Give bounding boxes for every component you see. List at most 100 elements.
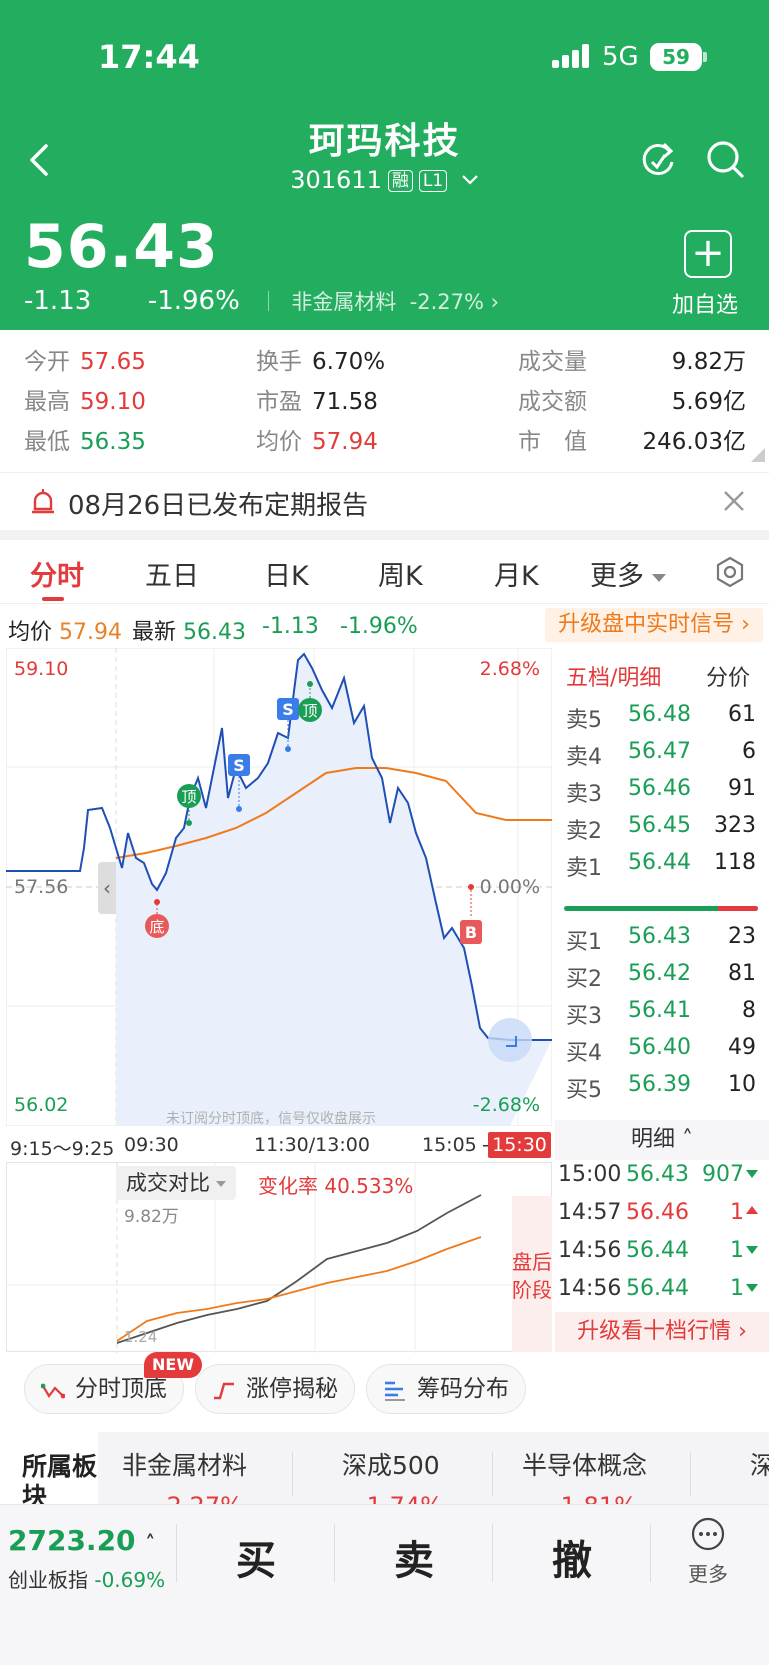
pct-axis-mid: 0.00% xyxy=(479,876,540,898)
time-axis: 9:15～9:25 09:30 11:30/13:00 15:05 - xyxy=(6,1128,552,1162)
tab-intraday[interactable]: 分时 xyxy=(30,561,84,592)
level-volume: 49 xyxy=(728,1035,756,1060)
arrow-down-icon xyxy=(746,1170,758,1178)
bid-row[interactable]: 买2 56.42 81 xyxy=(566,961,756,999)
sector-link[interactable]: 非金属材料 -2.27% › xyxy=(291,290,500,314)
y-axis-top: 59.10 xyxy=(14,658,69,680)
add-watchlist-label[interactable]: 加自选 xyxy=(672,293,739,318)
sector-item-label[interactable]: 深成500 xyxy=(342,1451,440,1480)
divider xyxy=(650,1524,651,1582)
svg-text:S: S xyxy=(233,756,245,775)
tab-daily-k[interactable]: 日K xyxy=(264,561,309,592)
level-label: 买5 xyxy=(566,1078,602,1103)
bid-row[interactable]: 买3 56.41 8 xyxy=(566,998,756,1036)
sector-item-label[interactable]: 非金属材料 xyxy=(122,1451,248,1480)
divider xyxy=(334,1524,335,1582)
ask-row[interactable]: 卖2 56.45 323 xyxy=(566,813,756,851)
more-icon[interactable] xyxy=(690,1516,726,1552)
pct-axis-bottom: -2.68% xyxy=(472,1094,540,1116)
chart-watermark: 未订阅分时顶底，信号仅收盘展示 xyxy=(166,1111,376,1127)
ask-row[interactable]: 卖4 56.47 6 xyxy=(566,739,756,777)
add-watchlist-button[interactable]: + xyxy=(684,230,732,278)
trade-price: 56.43 xyxy=(626,1162,689,1187)
battery-tip xyxy=(703,52,707,62)
stats-panel[interactable]: 今开 57.65 最高 59.10 最低 56.35 换手 6.70% 市盈 71.58 … xyxy=(0,330,769,470)
order-book-title[interactable]: 五档/明细 xyxy=(566,666,662,691)
level-price: 56.47 xyxy=(628,739,691,764)
sell-button[interactable]: 卖 xyxy=(394,1538,434,1584)
svg-text:底: 底 xyxy=(149,918,164,936)
stat-volume: 成交量 9.82万 xyxy=(518,349,746,375)
avg-price-line xyxy=(115,767,552,859)
upgrade-signal-button[interactable]: 升级盘中实时信号 › xyxy=(545,608,763,642)
trade-row: 15:00 56.43 907 xyxy=(558,1162,758,1200)
bid-row[interactable]: 买1 56.43 23 xyxy=(566,924,756,962)
chip-distribution-chip[interactable]: 筹码分布 xyxy=(366,1364,526,1414)
settings-icon[interactable] xyxy=(714,556,746,588)
time-label: - xyxy=(482,1134,489,1156)
top-bottom-icon xyxy=(41,1383,65,1399)
tab-weekly-k[interactable]: 周K xyxy=(378,561,423,592)
level-price: 56.41 xyxy=(628,998,691,1023)
stock-code-row[interactable]: 301611 融 L1 xyxy=(0,166,769,194)
bid-row[interactable]: 买4 56.40 49 xyxy=(566,1035,756,1073)
level-volume: 91 xyxy=(728,776,756,801)
intraday-chart[interactable]: 顶 S S 顶 底 xyxy=(6,648,552,1126)
marker-ding-1: 顶 xyxy=(177,784,201,826)
sector-item-label[interactable]: 半导体概念 xyxy=(522,1451,648,1480)
refresh-icon[interactable] xyxy=(637,138,679,180)
search-icon[interactable] xyxy=(704,138,746,180)
tab-five-day[interactable]: 五日 xyxy=(145,561,199,592)
marker-ding-2: 顶 xyxy=(298,681,322,722)
tab-more[interactable]: 更多 xyxy=(590,554,666,593)
tab-more-label: 更多 xyxy=(590,561,644,592)
index-value[interactable]: 2723.20 ˄ xyxy=(8,1524,155,1557)
price-line xyxy=(6,652,552,1041)
svg-text:B: B xyxy=(465,923,477,942)
quote-bar: 均价 57.94 最新 56.43 -1.13 -1.96% xyxy=(0,606,769,646)
level-price: 56.39 xyxy=(628,1072,691,1097)
detail-toggle[interactable]: 明细 ˄ xyxy=(555,1120,769,1160)
sector-scroll[interactable]: 非金属材料 -2.27% 深成500 -1.74% 半导体概念 -1.81% 深 xyxy=(98,1432,769,1504)
divider xyxy=(492,1524,493,1582)
level-label: 买1 xyxy=(566,930,602,955)
ask-row[interactable]: 卖5 56.48 61 xyxy=(566,702,756,740)
more-label[interactable]: 更多 xyxy=(688,1562,728,1586)
level-price: 56.44 xyxy=(628,850,691,875)
ask-row[interactable]: 卖1 56.44 118 xyxy=(566,850,756,888)
trade-price: 56.44 xyxy=(626,1238,689,1263)
tab-monthly-k[interactable]: 月K xyxy=(494,561,539,592)
split-price-tab[interactable]: 分价 xyxy=(706,666,751,691)
bid-row[interactable]: 买5 56.39 10 xyxy=(566,1072,756,1110)
expand-corner[interactable] xyxy=(751,448,765,462)
detail-label: 明细 xyxy=(630,1127,675,1152)
upgrade-ten-level-button[interactable]: 升级看十档行情 › xyxy=(555,1312,769,1352)
level-volume: 118 xyxy=(714,850,756,875)
quote-pct: -1.96% xyxy=(340,614,418,639)
buy-button[interactable]: 买 xyxy=(236,1538,276,1584)
new-badge: NEW xyxy=(144,1352,202,1378)
ask-row[interactable]: 卖3 56.46 91 xyxy=(566,776,756,814)
cancel-order-button[interactable]: 撤 xyxy=(552,1538,592,1584)
volume-compare-tab[interactable]: 成交对比 xyxy=(116,1166,236,1200)
sector-item-label[interactable]: 深 xyxy=(750,1451,769,1480)
sector-item-pct: -2.27% xyxy=(158,1492,243,1504)
time-label: 15:05 xyxy=(422,1134,477,1156)
level-price: 56.46 xyxy=(628,776,691,801)
marker-di: 底 xyxy=(145,899,169,938)
report-notice[interactable]: 08月26日已发布定期报告 xyxy=(0,472,769,530)
time-label: 09:30 xyxy=(124,1134,179,1156)
back-icon[interactable] xyxy=(22,140,62,180)
previous-volume-line xyxy=(116,1236,482,1342)
svg-text:顶: 顶 xyxy=(181,788,196,806)
margin-tag: 融 xyxy=(387,170,413,192)
marker-s-1: S xyxy=(228,754,250,812)
close-icon[interactable] xyxy=(720,487,748,515)
level-label: 卖1 xyxy=(566,856,602,881)
chip-label: 涨停揭秘 xyxy=(246,1376,338,1402)
level-volume: 6 xyxy=(742,739,756,764)
limit-up-chip[interactable]: 涨停揭秘 xyxy=(195,1364,355,1414)
level-label: 卖4 xyxy=(566,745,602,770)
trade-price: 56.46 xyxy=(626,1200,689,1225)
collapse-chevron-icon[interactable]: ‹ xyxy=(98,862,116,914)
